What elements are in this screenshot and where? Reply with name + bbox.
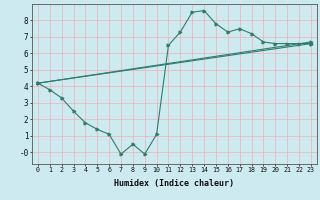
X-axis label: Humidex (Indice chaleur): Humidex (Indice chaleur): [115, 179, 234, 188]
